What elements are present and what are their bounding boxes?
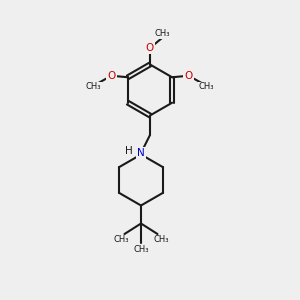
Text: CH₃: CH₃	[86, 82, 101, 91]
Text: CH₃: CH₃	[133, 245, 149, 254]
Text: O: O	[184, 71, 193, 81]
Text: N: N	[137, 148, 145, 158]
Text: O: O	[146, 43, 154, 53]
Text: CH₃: CH₃	[153, 236, 169, 244]
Text: O: O	[107, 71, 116, 81]
Text: CH₃: CH₃	[113, 236, 129, 244]
Text: H: H	[124, 146, 132, 157]
Text: CH₃: CH₃	[155, 29, 170, 38]
Text: CH₃: CH₃	[199, 82, 214, 91]
